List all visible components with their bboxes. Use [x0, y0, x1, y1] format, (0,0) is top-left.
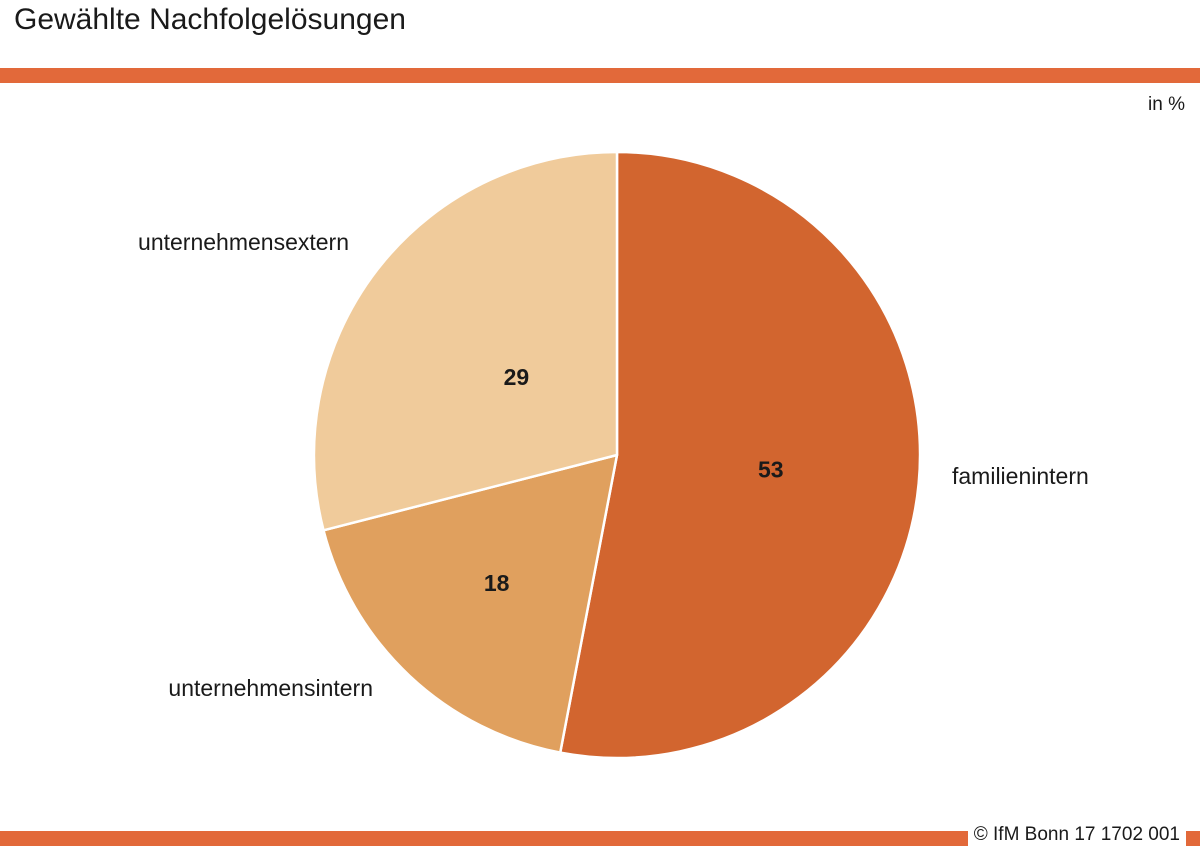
pie-category-labels: familienintern unternehmensintern unterneh… [138, 229, 1089, 701]
category-label-unternehmensextern: unternehmensextern [138, 229, 349, 255]
value-label-unternehmensextern: 29 [504, 364, 530, 390]
chart-title: Gewählte Nachfolgelösungen [14, 3, 406, 36]
bottom-rule [0, 831, 1200, 846]
pie-slice-familienintern [558, 150, 922, 760]
pie-slices [312, 150, 922, 760]
value-label-unternehmensintern: 18 [484, 570, 510, 596]
copyright-notice: © IfM Bonn 17 1702 001 [967, 824, 1186, 846]
pie-slice-unternehmensintern [322, 453, 619, 754]
category-label-familienintern: familienintern [952, 463, 1089, 489]
value-label-familienintern: 53 [758, 457, 784, 483]
top-rule [0, 68, 1200, 83]
unit-label: in % [1148, 94, 1185, 115]
category-label-unternehmensintern: unternehmensintern [168, 675, 373, 701]
pie-value-labels: 53 18 29 [484, 364, 784, 596]
pie-slice-unternehmensextern [312, 150, 619, 532]
